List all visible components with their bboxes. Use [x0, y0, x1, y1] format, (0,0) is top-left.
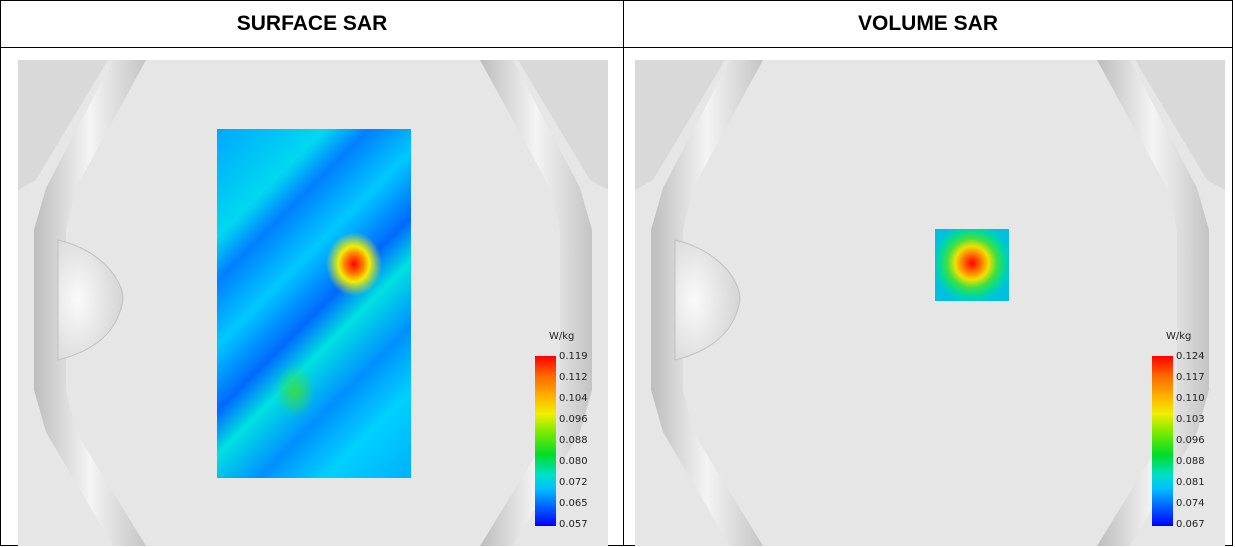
- surface-scale-tick: 0.080: [559, 456, 588, 467]
- surface-color-scale: [535, 356, 556, 526]
- surface-scale-tick: 0.096: [559, 414, 588, 425]
- header-divider: [0, 47, 1233, 48]
- surface-scale-tick: 0.119: [559, 351, 588, 362]
- surface-scale-tick: 0.072: [559, 477, 588, 488]
- column-divider: [623, 0, 624, 546]
- volume-scale-tick: 0.096: [1176, 435, 1205, 446]
- surface-scale-tick: 0.088: [559, 435, 588, 446]
- volume-sar-panel: W/kg 0.124 0.117 0.110 0.103 0.096 0.088…: [635, 60, 1225, 546]
- surface-sar-heatmap: [217, 129, 411, 478]
- surface-scale-tick: 0.057: [559, 519, 588, 530]
- surface-scale-tick: 0.104: [559, 393, 588, 404]
- surface-sar-title: SURFACE SAR: [236, 11, 388, 35]
- volume-unit-label: W/kg: [1166, 331, 1192, 342]
- volume-scale-tick: 0.081: [1176, 477, 1205, 488]
- volume-scale-tick: 0.067: [1176, 519, 1205, 530]
- surface-unit-label: W/kg: [549, 331, 575, 342]
- phantom-outline-surface: [18, 60, 608, 546]
- volume-scale-tick: 0.110: [1176, 393, 1205, 404]
- volume-sar-title: VOLUME SAR: [857, 11, 998, 35]
- volume-scale-tick: 0.117: [1176, 372, 1205, 383]
- surface-scale-tick: 0.112: [559, 372, 588, 383]
- volume-scale-tick: 0.088: [1176, 456, 1205, 467]
- surface-sar-panel: W/kg 0.119 0.112 0.104 0.096 0.088 0.080…: [18, 60, 608, 546]
- phantom-outline-volume: [635, 60, 1225, 546]
- volume-scale-tick: 0.074: [1176, 498, 1205, 509]
- volume-scale-tick: 0.124: [1176, 351, 1205, 362]
- volume-sar-heatmap: [935, 229, 1009, 301]
- surface-scale-tick: 0.065: [559, 498, 588, 509]
- volume-scale-tick: 0.103: [1176, 414, 1205, 425]
- volume-color-scale: [1152, 356, 1173, 526]
